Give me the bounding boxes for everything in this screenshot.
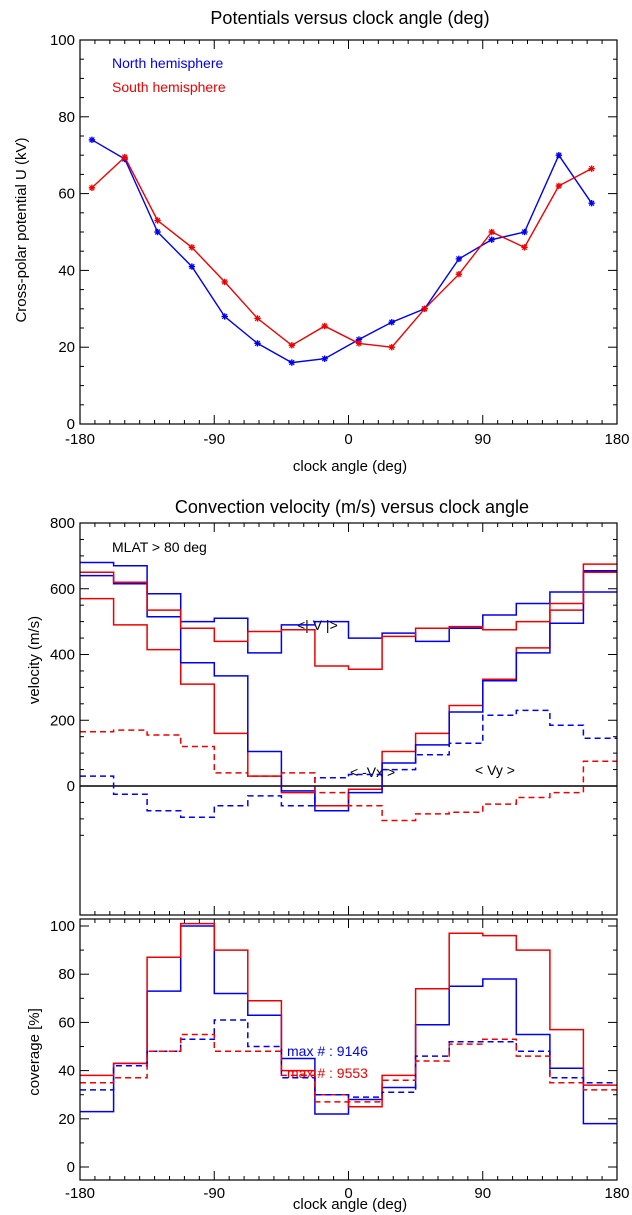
data-point-south [388,344,395,351]
y-tick-label: 80 [58,966,75,983]
panel1-ylabel: Cross-polar potential U (kV) [13,137,30,322]
x-tick-label: 0 [344,431,352,448]
panel1-xlabel: clock angle (deg) [293,458,407,475]
panel3-xlabel: clock angle (deg) [293,1196,407,1213]
data-point-north [555,152,563,159]
annotation-vx: < -Vx > [350,764,395,780]
x-tick-label: 0 [344,1185,352,1202]
step-series-north_coverage_dashed [80,1019,617,1098]
x-tick-label: 90 [474,1185,491,1202]
step-series-north_abs_v [80,561,617,654]
data-point-north [288,359,296,366]
panel1-series [88,136,595,366]
data-point-north [188,263,196,270]
x-tick-label: 180 [604,1185,629,1202]
coverage-panel: clock angle (deg) coverage [%] max # : 9… [26,918,630,1213]
y-tick-label: 0 [67,416,75,433]
panel2-axis-ticks: 0 200 400 600 800 [50,515,618,915]
step-series-south_abs_v [80,571,617,807]
annotation-mlat: MLAT > 80 deg [112,539,207,555]
annotation-vy: < Vy > [475,762,515,778]
data-point-south [221,278,228,286]
x-tick-label: 90 [474,431,491,448]
y-tick-label: 100 [50,32,75,49]
data-point-south [488,228,495,236]
legend-north: North hemisphere [112,55,223,71]
y-tick-label: 0 [67,1159,75,1176]
y-tick-label: 100 [50,918,75,935]
data-point-south [88,184,96,192]
panel2-series [80,561,617,822]
series-line-south [91,155,592,348]
y-tick-label: 600 [50,581,75,598]
annotation-max-south: max # : 9553 [287,1065,368,1081]
data-point-north [521,228,528,236]
potentials-panel: Potentials versus clock angle (deg) cloc… [13,8,630,475]
panel3-ylabel: coverage [%] [26,1008,43,1096]
data-point-south [355,340,363,347]
data-point-south [588,165,595,172]
step-series-south_vx [80,563,617,671]
data-point-north [455,255,463,263]
y-tick-label: 60 [58,1014,75,1031]
step-series-south_coverage [80,922,617,1108]
data-point-north [221,313,228,320]
data-point-south [421,305,428,312]
data-point-south [321,322,328,330]
velocity-panel: Convection velocity (m/s) versus clock a… [26,497,618,916]
data-point-south [555,182,563,190]
data-point-north [154,228,161,236]
y-tick-label: 800 [50,515,75,532]
panel1-axis-ticks: -180 -90 0 90 180 0 20 40 60 80 100 [50,32,630,448]
y-tick-label: 60 [58,186,75,203]
annotation-max-north: max # : 9146 [287,1043,368,1059]
data-point-south [521,244,528,251]
data-point-south [154,217,161,224]
panel2-ylabel: velocity (m/s) [26,616,43,704]
panel3-frame [79,918,618,1181]
x-tick-label: -90 [203,431,225,448]
series-line-north [91,139,593,364]
y-tick-label: 80 [58,109,75,126]
data-point-south [121,153,128,161]
y-tick-label: 40 [58,262,75,279]
step-series-north_vy [80,709,617,818]
y-tick-label: 0 [67,778,75,795]
panel1-title: Potentials versus clock angle (deg) [210,8,489,28]
legend-south: South hemisphere [112,79,226,95]
panel2-border [79,522,618,916]
x-tick-label: -180 [65,1185,95,1202]
data-point-south [288,342,296,349]
x-tick-label: 180 [604,431,629,448]
y-tick-label: 200 [50,712,75,729]
y-tick-label: 20 [58,339,75,356]
data-point-north [254,340,261,347]
x-tick-label: -90 [203,1185,225,1202]
data-point-north [88,136,96,144]
data-point-north [588,200,595,207]
x-tick-label: -180 [65,431,95,448]
data-point-north [388,319,395,326]
data-point-south [188,244,196,251]
y-tick-label: 40 [58,1063,75,1080]
step-series-south_coverage_dashed [80,1033,617,1103]
panel3-axis-ticks: -180 -90 0 90 180 0 20 40 60 80 100 [50,918,630,1202]
panel1-frame [79,39,618,425]
panel3-series [80,922,617,1125]
y-tick-label: 20 [58,1111,75,1128]
data-point-south [455,271,463,278]
data-point-north [321,355,328,362]
data-point-north [488,236,495,243]
data-point-south [254,315,261,322]
y-tick-label: 400 [50,647,75,664]
panel2-title: Convection velocity (m/s) versus clock a… [175,497,529,517]
step-series-south_vy [80,729,617,822]
